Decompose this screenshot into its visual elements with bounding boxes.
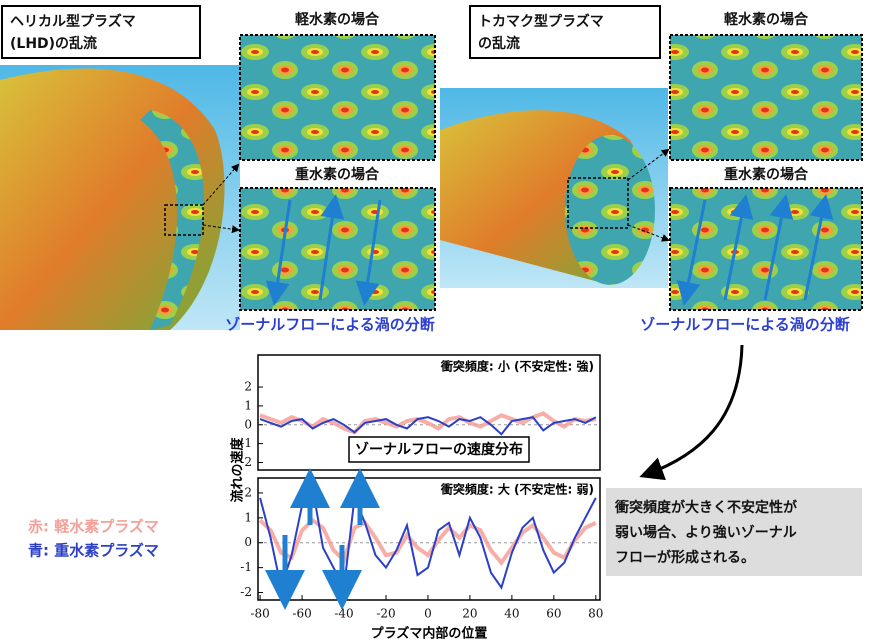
y-tick-label: 0 xyxy=(244,417,252,431)
x-tick-label: 80 xyxy=(588,607,603,621)
x-tick-label: -80 xyxy=(250,607,269,621)
legend-entry: 赤: 軽水素プラズマ xyxy=(28,518,159,536)
tokamak-cross-section xyxy=(565,135,655,285)
legend-entry: 青: 重水素プラズマ xyxy=(28,542,159,560)
x-tick-label: -60 xyxy=(292,607,311,621)
x-tick-label: -20 xyxy=(376,607,395,621)
inset-label: 軽水素の場合 xyxy=(295,11,380,28)
x-tick-label: 0 xyxy=(424,607,432,621)
y-tick-label: -1 xyxy=(240,560,252,574)
inset-label: 軽水素の場合 xyxy=(724,11,809,28)
note: 衝突頻度が大きく不安定性が xyxy=(614,499,798,516)
curved-arrow xyxy=(645,345,742,475)
x-tick-label: 20 xyxy=(462,607,477,621)
note: フローが形成される。 xyxy=(615,549,755,566)
tokamak-title: トカマク型プラズマ xyxy=(478,13,604,30)
tokamak-title: の乱流 xyxy=(478,35,520,52)
y-axis-label: 流れの速度 xyxy=(230,437,246,503)
inset-label: 重水素の場合 xyxy=(295,166,380,183)
y-tick-label: 1 xyxy=(244,398,252,412)
caption: ゾーナルフローによる渦の分断 xyxy=(225,316,435,334)
lhd-title: ヘリカル型プラズマ xyxy=(10,13,136,30)
annotation: 衝突頻度: 大 (不安定性: 弱) xyxy=(440,482,594,497)
lhd-title: (LHD)の乱流 xyxy=(10,35,97,52)
x-tick-label: -40 xyxy=(334,607,353,621)
x-tick-label: 40 xyxy=(504,607,519,621)
x-axis-label: プラズマ内部の位置 xyxy=(371,626,488,642)
chart-title: ゾーナルフローの速度分布 xyxy=(355,441,523,458)
inset-image xyxy=(240,35,435,160)
y-tick-label: -2 xyxy=(240,585,252,599)
inset-label: 重水素の場合 xyxy=(724,166,809,183)
caption: ゾーナルフローによる渦の分断 xyxy=(640,316,850,334)
annotation: 衝突頻度: 小 (不安定性: 強) xyxy=(440,359,594,374)
figure: ヘリカル型プラズマ (LHD)の乱流 軽水素の場合 重水素の場合 ゾーナルフロー… xyxy=(0,0,879,644)
y-tick-label: 2 xyxy=(244,485,252,499)
note: 弱い場合、より強いゾーナル xyxy=(615,524,797,541)
inset-image xyxy=(670,35,862,160)
x-tick-label: 60 xyxy=(546,607,561,621)
y-tick-label: 2 xyxy=(244,380,252,394)
y-tick-label: 0 xyxy=(244,535,252,549)
inset-image xyxy=(240,188,435,310)
y-tick-label: 1 xyxy=(244,510,252,524)
